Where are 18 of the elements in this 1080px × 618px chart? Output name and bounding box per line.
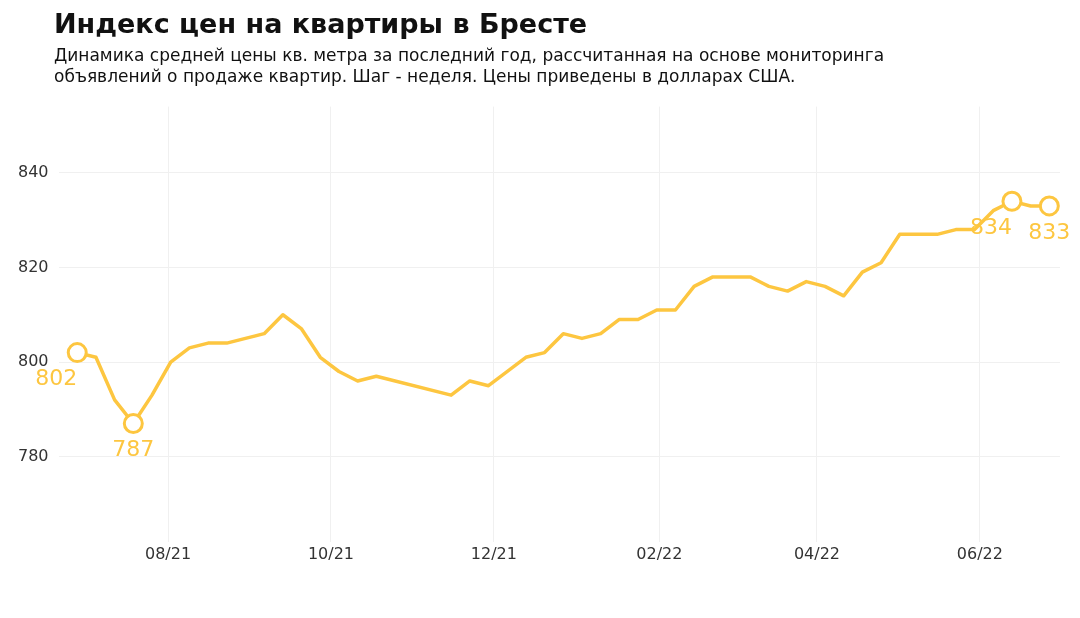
x-tick-label: 06/22 <box>956 543 1003 563</box>
x-tick-label: 12/21 <box>470 543 517 563</box>
point <box>1001 190 1023 212</box>
y-tick-label: 840 <box>17 161 49 181</box>
data-label: 802 <box>35 365 78 391</box>
y-tick-label: 820 <box>17 256 49 276</box>
x-tick-label: 04/22 <box>793 543 841 563</box>
point <box>122 413 144 435</box>
x-tick-label: 08/21 <box>144 543 192 563</box>
chart-title: Индекс цен на квартиры в Бресте <box>54 8 589 39</box>
chart-subtitle: Динамика средней цены кв. метра за последний год, рассчитанная на основе мониторинга объявлений о продаже квартир. Шаг - неделя. Цены приведены в долларах США. <box>54 45 886 87</box>
y-tick-label: 780 <box>17 445 49 465</box>
data-label: 833 <box>1028 218 1071 244</box>
point <box>1038 195 1060 217</box>
point <box>66 342 88 364</box>
data-label: 787 <box>112 436 155 462</box>
x-tick-label: 02/22 <box>636 543 683 563</box>
x-tick-label: 10/21 <box>307 543 354 563</box>
